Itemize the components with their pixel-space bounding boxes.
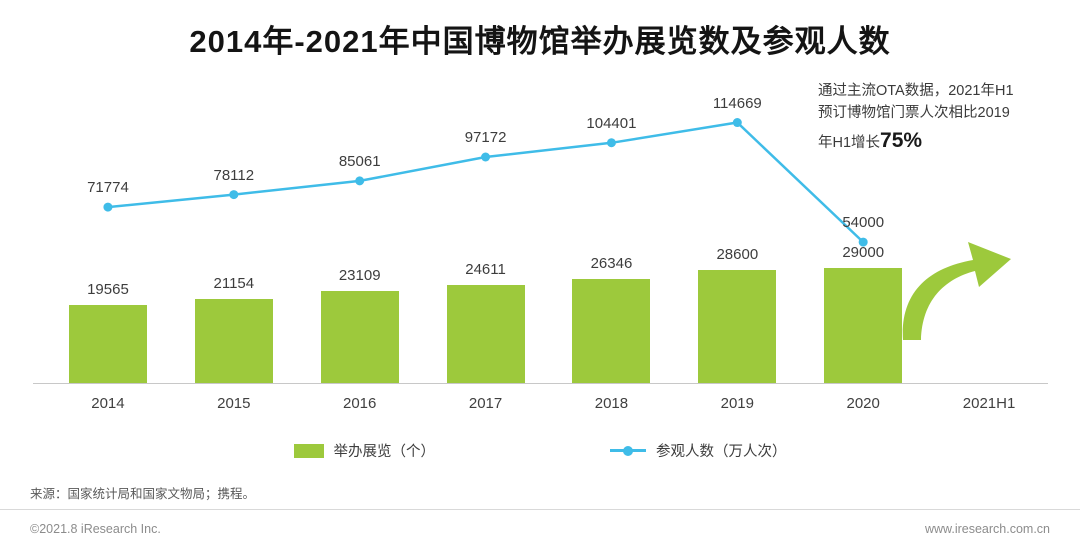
bar-2020 [824,268,903,383]
growth-arrow-shape [902,242,1011,340]
line-value-label: 104401 [586,114,637,132]
line-value-label: 54000 [842,214,885,232]
line-value-label: 97172 [464,129,507,146]
bar-value-label: 23109 [338,267,381,285]
line-swatch-icon [610,445,646,456]
line-value-label: 78112 [213,166,255,184]
line-point [355,176,365,186]
footer-copyright: ©2021.8 iResearch Inc. [30,522,161,536]
source-note: 来源：国家统计局和国家文物局；携程。 [30,487,256,501]
line-point [103,202,113,212]
line-point [229,190,239,200]
line-dot-icon [623,445,633,456]
x-axis-label-2018: 2018 [594,395,629,412]
bar-2014 [68,305,147,383]
legend-item-visitors: 参观人数（万人次） [610,440,787,461]
page-title: 2014年-2021年中国博物馆举办展览数及参观人数 [189,24,891,59]
x-axis-label-2017: 2017 [468,395,503,412]
bar-2018 [572,278,651,383]
x-axis-label-2019: 2019 [720,395,754,412]
x-axis-label-2016: 2016 [343,395,377,412]
footer-website: www.iresearch.com.cn [924,522,1050,536]
bar-value-label: 21154 [213,275,255,293]
growth-arrow-icon [902,242,1011,340]
footer-divider [0,509,1080,510]
bar-swatch-icon [293,443,324,458]
bar-2015 [194,299,273,383]
x-axis-line [33,383,1048,384]
bar-value-label: 19565 [87,281,129,299]
combo-chart: 2014年-2021年中国博物馆举办展览数及参观人数 通过主流OTA数据，202… [33,24,1050,412]
legend-line-label: 参观人数（万人次） [656,444,787,460]
annotation-note: 通过主流OTA数据，2021年H1 预订博物馆门票人次相比2019 年H1增长7… [818,80,1050,157]
legend-bar-label: 举办展览（个） [333,444,436,460]
x-axis-label-2021H1: 2021H1 [962,395,1016,412]
line-value-label: 114669 [712,94,762,112]
bar-2019 [698,269,777,383]
legend: 举办展览（个） 参观人数（万人次） [0,440,1080,461]
annotation-line1: 通过主流OTA数据，2021年H1 [818,83,1014,99]
line-point [732,118,742,128]
line-point [481,152,491,162]
line-value-label: 71774 [87,179,129,197]
bar-value-label: 28600 [716,245,759,263]
bar-value-label: 24611 [465,261,506,279]
x-axis-label-2014: 2014 [91,395,125,412]
annotation-line2: 预订博物馆门票人次相比2019 [818,105,1010,122]
x-axis-label-2015: 2015 [217,395,251,412]
bar-value-label: 26346 [590,254,633,272]
line-point [606,138,616,148]
annotation-highlight: 75% [880,128,923,152]
x-axis-label-2020: 2020 [846,395,880,412]
legend-item-exhibitions: 举办展览（个） [293,440,436,461]
bar-2017 [446,285,525,383]
bar-2016 [320,291,399,383]
annotation-line3: 年H1增长 [818,134,881,151]
bar-value-label: 29000 [842,244,885,261]
line-value-label: 85061 [338,152,381,170]
